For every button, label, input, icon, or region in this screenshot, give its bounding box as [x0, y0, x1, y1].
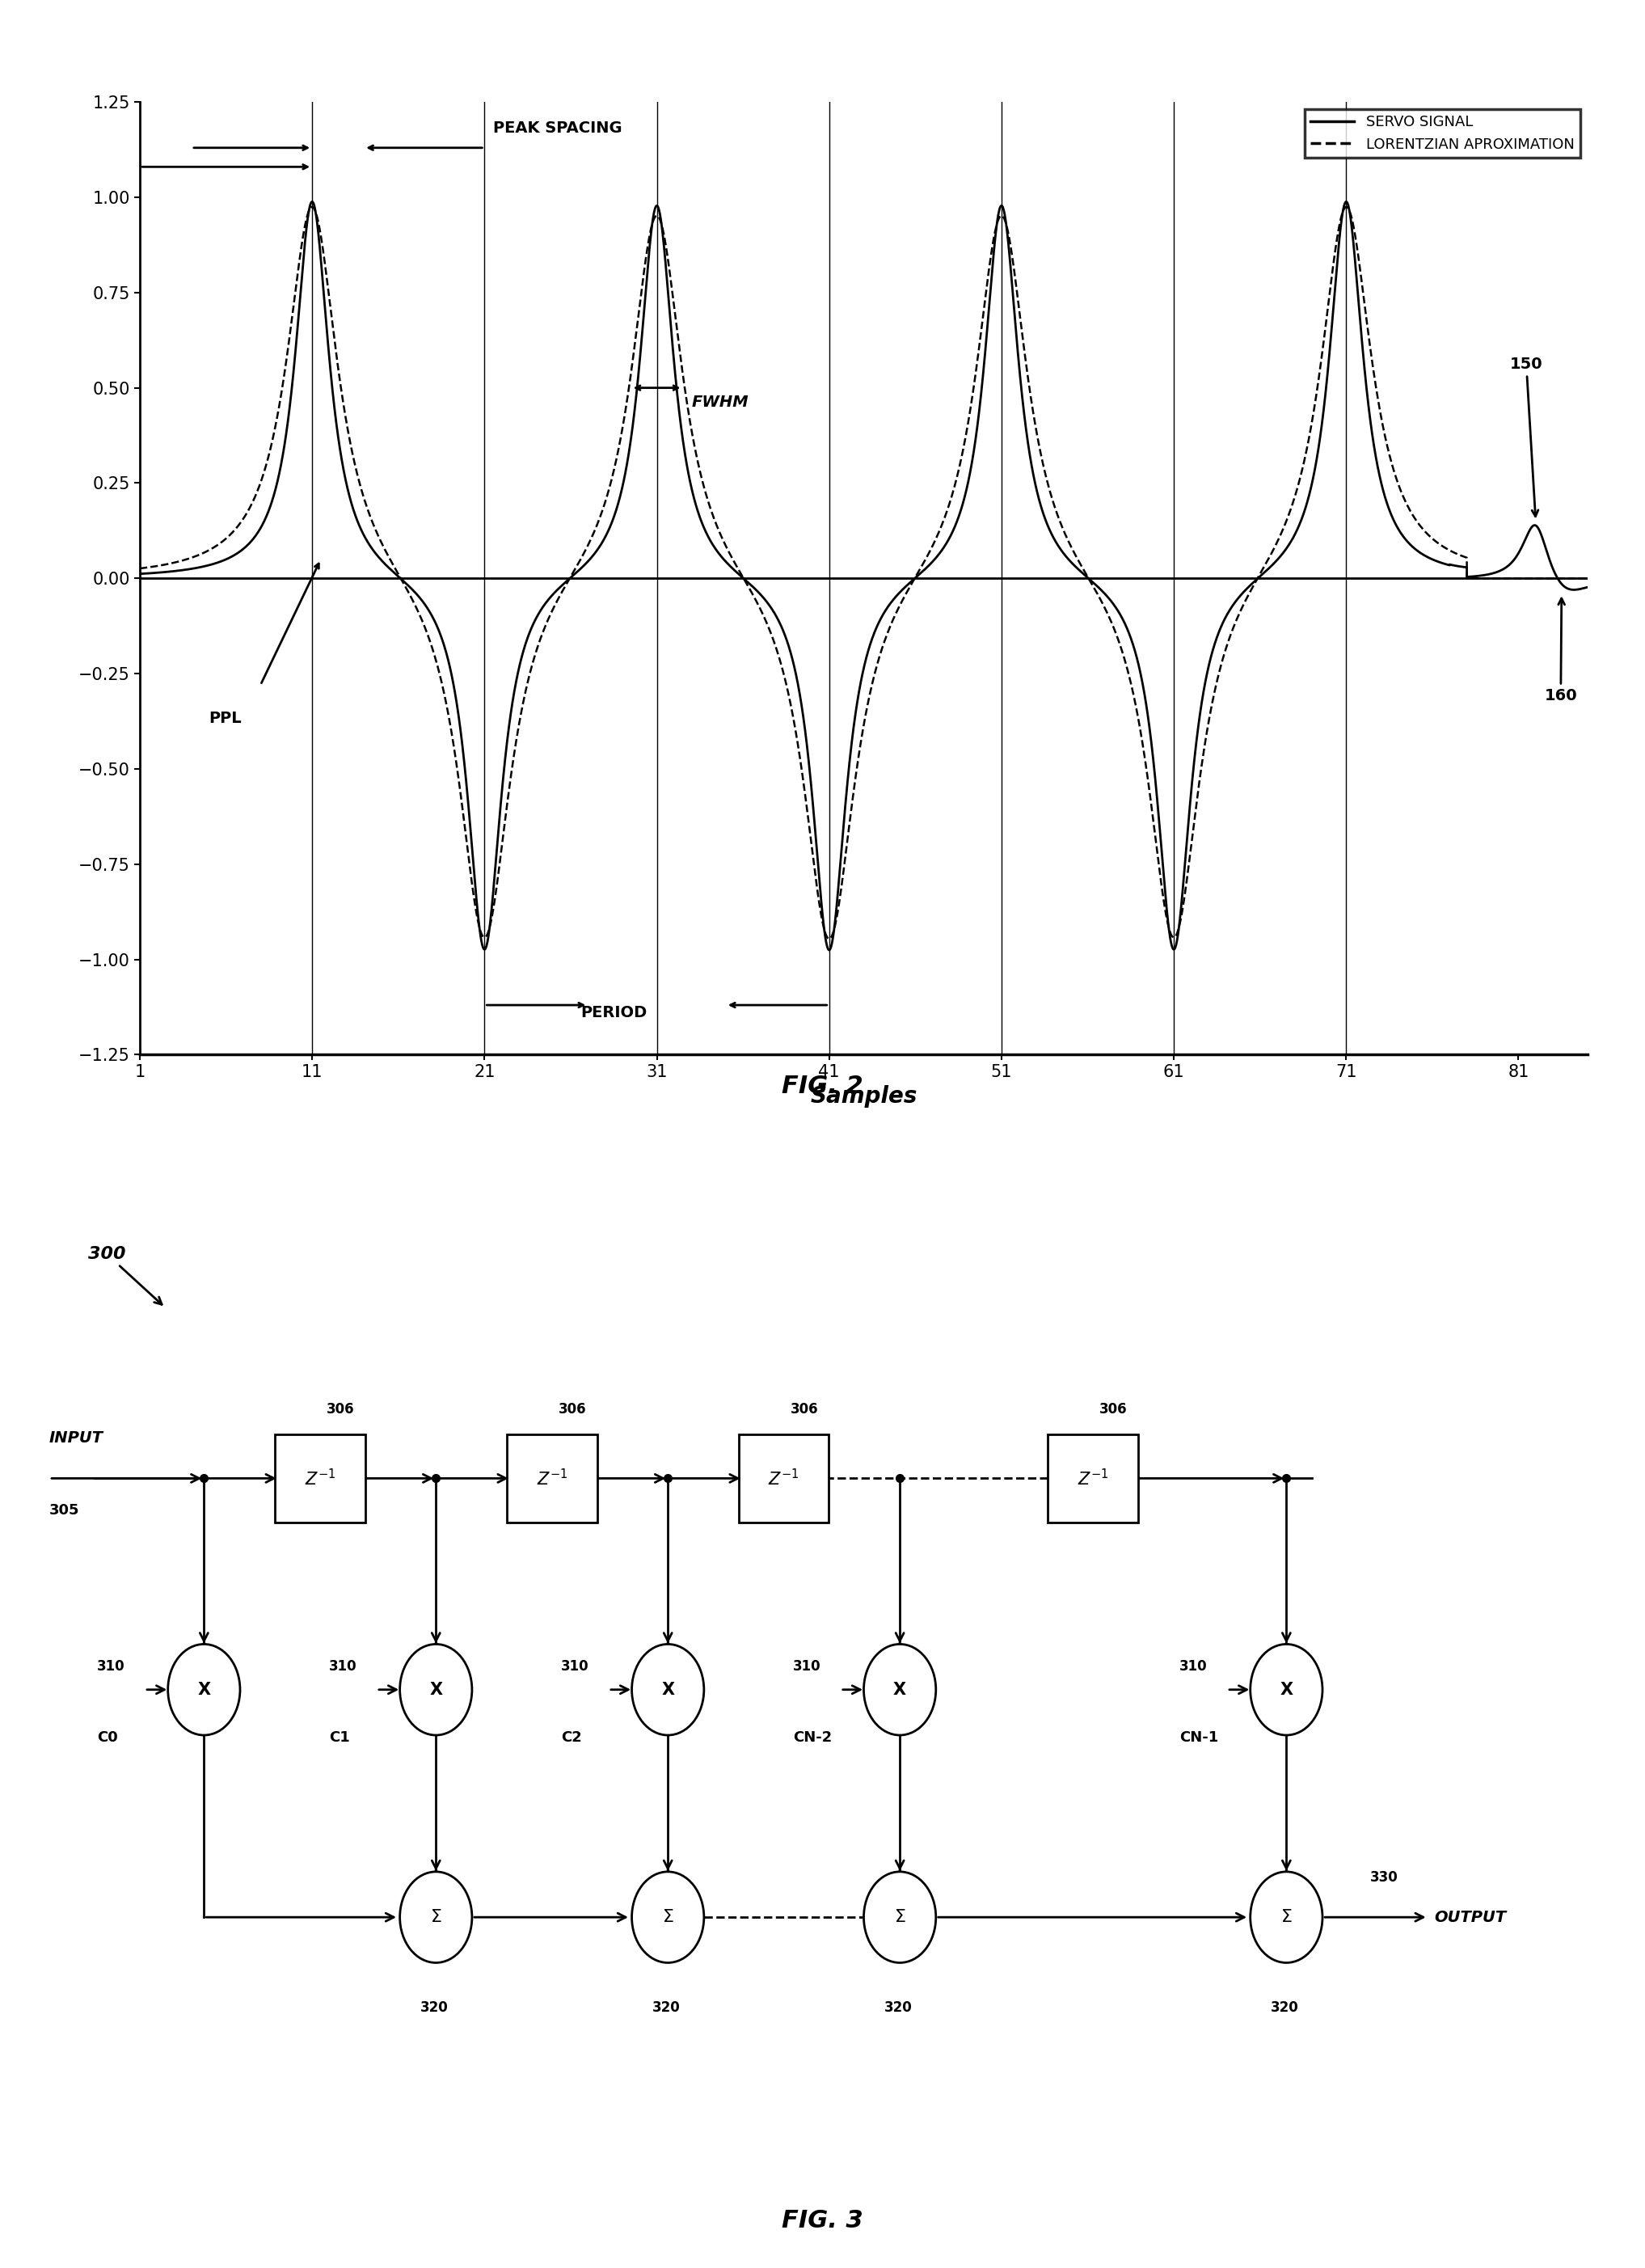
SERVO SIGNAL [1578, 574, 1597, 601]
X-axis label: Samples: Samples [809, 1084, 918, 1107]
Text: CN-2: CN-2 [793, 1730, 832, 1744]
LORENTZIAN APROXIMATION [1512, 565, 1531, 592]
SERVO SIGNAL [819, 937, 839, 964]
SERVO SIGNAL [776, 626, 796, 653]
SERVO SIGNAL [1512, 535, 1531, 562]
Text: $\Sigma$: $\Sigma$ [893, 1910, 906, 1926]
Text: FIG. 3: FIG. 3 [781, 2209, 864, 2232]
Text: 306: 306 [790, 1402, 818, 1418]
Text: X: X [197, 1681, 211, 1699]
Text: PERIOD: PERIOD [581, 1005, 646, 1021]
Text: 320: 320 [421, 2000, 449, 2014]
Text: $\Sigma$: $\Sigma$ [429, 1910, 443, 1926]
Line: SERVO SIGNAL: SERVO SIGNAL [140, 202, 1587, 950]
Text: INPUT: INPUT [49, 1431, 104, 1445]
Text: X: X [661, 1681, 674, 1699]
SERVO SIGNAL [716, 549, 735, 576]
LORENTZIAN APROXIMATION [1408, 508, 1428, 535]
Text: 305: 305 [49, 1504, 79, 1517]
Circle shape [168, 1644, 240, 1735]
LORENTZIAN APROXIMATION [222, 519, 242, 547]
Circle shape [1250, 1644, 1323, 1735]
LORENTZIAN APROXIMATION [819, 925, 839, 953]
Text: $Z^{-1}$: $Z^{-1}$ [536, 1467, 568, 1488]
Text: OUTPUT: OUTPUT [1434, 1910, 1507, 1926]
Circle shape [400, 1644, 472, 1735]
FancyBboxPatch shape [739, 1433, 829, 1522]
Text: 320: 320 [885, 2000, 913, 2014]
Text: FIG. 2: FIG. 2 [781, 1075, 864, 1098]
Text: $Z^{-1}$: $Z^{-1}$ [1077, 1467, 1109, 1488]
FancyBboxPatch shape [507, 1433, 597, 1522]
SERVO SIGNAL [910, 560, 929, 587]
Text: X: X [1280, 1681, 1293, 1699]
Text: PEAK SPACING: PEAK SPACING [494, 120, 622, 136]
Text: C2: C2 [561, 1730, 582, 1744]
Text: 310: 310 [1179, 1658, 1207, 1674]
Text: 150: 150 [1510, 356, 1543, 517]
LORENTZIAN APROXIMATION [776, 671, 796, 699]
Text: 306: 306 [326, 1402, 354, 1418]
Text: FWHM: FWHM [691, 395, 748, 411]
Text: $\Sigma$: $\Sigma$ [661, 1910, 674, 1926]
Text: PPL: PPL [209, 710, 242, 726]
Text: 310: 310 [561, 1658, 589, 1674]
Text: C1: C1 [329, 1730, 350, 1744]
Text: C0: C0 [97, 1730, 118, 1744]
LORENTZIAN APROXIMATION [1578, 565, 1597, 592]
Circle shape [864, 1644, 936, 1735]
Circle shape [864, 1871, 936, 1962]
Text: 306: 306 [1099, 1402, 1127, 1418]
Circle shape [400, 1871, 472, 1962]
SERVO SIGNAL [1336, 188, 1355, 215]
SERVO SIGNAL [222, 542, 242, 569]
Text: X: X [429, 1681, 443, 1699]
Line: LORENTZIAN APROXIMATION: LORENTZIAN APROXIMATION [140, 206, 1587, 939]
Text: 160: 160 [1545, 599, 1578, 703]
Legend: SERVO SIGNAL, LORENTZIAN APROXIMATION: SERVO SIGNAL, LORENTZIAN APROXIMATION [1304, 109, 1581, 156]
SERVO SIGNAL [1408, 538, 1428, 565]
Text: 320: 320 [653, 2000, 681, 2014]
Text: $Z^{-1}$: $Z^{-1}$ [768, 1467, 799, 1488]
Text: 310: 310 [329, 1658, 357, 1674]
FancyBboxPatch shape [275, 1433, 365, 1522]
LORENTZIAN APROXIMATION [130, 556, 150, 583]
Text: 306: 306 [558, 1402, 586, 1418]
Text: 300: 300 [89, 1245, 161, 1304]
Circle shape [632, 1871, 704, 1962]
Text: $\Sigma$: $\Sigma$ [1280, 1910, 1293, 1926]
Circle shape [632, 1644, 704, 1735]
Text: X: X [893, 1681, 906, 1699]
Text: 310: 310 [97, 1658, 125, 1674]
LORENTZIAN APROXIMATION [1336, 193, 1355, 220]
Text: $Z^{-1}$: $Z^{-1}$ [304, 1467, 336, 1488]
FancyBboxPatch shape [1048, 1433, 1138, 1522]
Text: 320: 320 [1272, 2000, 1300, 2014]
LORENTZIAN APROXIMATION [716, 533, 735, 560]
LORENTZIAN APROXIMATION [910, 558, 929, 585]
Text: 330: 330 [1370, 1871, 1398, 1885]
Circle shape [1250, 1871, 1323, 1962]
Text: CN-1: CN-1 [1179, 1730, 1219, 1744]
SERVO SIGNAL [130, 560, 150, 587]
Text: 310: 310 [793, 1658, 821, 1674]
